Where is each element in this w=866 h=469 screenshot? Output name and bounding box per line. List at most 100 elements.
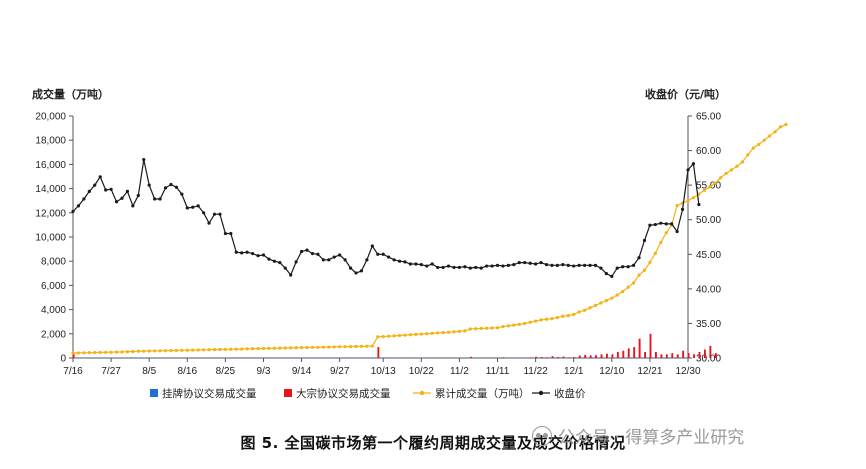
- cumulative-volume-point: [430, 331, 434, 335]
- cumulative-volume-point: [136, 349, 140, 353]
- cumulative-volume-point: [332, 345, 336, 349]
- block-trade-bar: [557, 357, 559, 358]
- cumulative-volume-point: [299, 346, 304, 350]
- closing-price-point: [648, 223, 652, 227]
- cumulative-volume-point: [577, 310, 581, 314]
- cumulative-volume-point: [387, 334, 391, 338]
- cumulative-volume-point: [376, 335, 380, 339]
- legend-item: 收盘价: [532, 387, 586, 400]
- x-tick-label: 8/5: [142, 366, 156, 377]
- listed-trade-bar: [495, 357, 498, 359]
- cumulative-volume-point: [114, 350, 119, 354]
- closing-price-point: [664, 222, 668, 226]
- cumulative-volume-point: [234, 347, 238, 351]
- closing-price-point: [261, 253, 266, 257]
- right-tick-label: 65.00: [696, 112, 721, 123]
- block-trade-bar: [671, 353, 674, 358]
- cumulative-volume-point: [191, 348, 195, 352]
- listed-trade-bar: [615, 357, 618, 359]
- listed-trade-bar: [528, 357, 531, 359]
- closing-price-point: [501, 264, 505, 268]
- closing-price-point: [408, 262, 413, 266]
- closing-price-point: [490, 264, 494, 268]
- listed-trade-bar: [387, 357, 390, 359]
- left-tick-label: 18,000: [35, 136, 66, 147]
- cumulative-volume-point: [642, 268, 647, 272]
- closing-price-point: [76, 204, 81, 208]
- legend-label: 挂牌协议交易成交量: [162, 387, 257, 400]
- listed-trade-bar: [153, 357, 155, 359]
- closing-price-point: [223, 231, 227, 236]
- cumulative-volume-point: [403, 333, 407, 337]
- cumulative-volume-point: [593, 303, 598, 307]
- listed-trade-bar: [544, 357, 547, 359]
- closing-price-point: [479, 266, 483, 270]
- legend-label: 累计成交量（万吨）: [435, 387, 530, 400]
- listed-trade-bar: [550, 357, 553, 359]
- x-tick-label: 9/27: [330, 366, 350, 377]
- closing-price-point: [240, 251, 244, 255]
- listed-trade-bar: [686, 357, 689, 359]
- left-tick-label: 6,000: [41, 281, 66, 292]
- cumulative-volume-point: [550, 317, 554, 321]
- right-tick-label: 50.00: [696, 215, 721, 226]
- closing-price-point: [610, 274, 614, 279]
- listed-trade-bar: [397, 357, 400, 359]
- legend-swatch: [150, 389, 158, 397]
- block-trade-bar: [709, 345, 712, 358]
- block-trade-bar: [540, 357, 543, 358]
- left-tick-label: 8,000: [41, 257, 66, 268]
- x-tick-label: 12/1: [564, 366, 584, 377]
- left-tick-label: 10,000: [35, 233, 66, 244]
- legend-swatch-marker: [538, 390, 544, 396]
- closing-price-point: [125, 189, 130, 193]
- closing-price-point: [419, 263, 423, 267]
- left-tick-label: 4,000: [41, 305, 66, 316]
- cumulative-volume-point: [708, 185, 712, 189]
- listed-trade-bar: [104, 357, 107, 359]
- cumulative-volume-point: [719, 176, 723, 180]
- listed-trade-bar: [653, 357, 656, 359]
- cumulative-volume-point: [229, 347, 233, 351]
- listed-trade-bar: [408, 357, 411, 359]
- closing-price-point: [93, 183, 97, 187]
- listed-trade-bar: [370, 357, 373, 359]
- right-tick-label: 35.00: [696, 319, 721, 330]
- cumulative-volume-point: [637, 273, 641, 277]
- cumulative-volume-point: [463, 329, 467, 333]
- legend-item: 挂牌协议交易成交量: [150, 387, 257, 400]
- cumulative-volume-point: [506, 324, 510, 328]
- listed-trade-bar: [501, 357, 504, 359]
- cumulative-volume-point: [305, 345, 309, 350]
- cumulative-volume-point: [104, 350, 108, 354]
- listed-trade-bar: [354, 357, 357, 359]
- legend-label: 收盘价: [554, 387, 586, 400]
- cumulative-volume-point: [528, 320, 532, 324]
- x-tick-label: 9/14: [292, 366, 312, 377]
- cumulative-volume-point: [425, 332, 429, 336]
- listed-trade-bar: [267, 357, 270, 359]
- cumulative-volume-point: [702, 188, 706, 193]
- right-tick-label: 60.00: [696, 146, 721, 157]
- cumulative-volume-point: [153, 349, 157, 353]
- listed-trade-bar: [441, 357, 444, 359]
- closing-price-point: [517, 260, 521, 265]
- closing-price-point: [588, 263, 592, 267]
- cumulative-volume-point: [441, 330, 445, 335]
- closing-price-point: [305, 248, 309, 252]
- closing-price-point: [245, 250, 249, 254]
- cumulative-volume-point: [555, 315, 559, 320]
- block-trade-bar: [644, 351, 647, 358]
- listed-trade-bar: [120, 357, 123, 359]
- listed-trade-bar: [637, 357, 640, 359]
- closing-price-point: [528, 261, 532, 265]
- closing-price-point: [180, 192, 184, 196]
- cumulative-volume-point: [408, 333, 413, 337]
- cumulative-volume-point: [348, 344, 353, 349]
- x-tick-label: 11/22: [523, 366, 548, 377]
- closing-price-point: [452, 265, 456, 270]
- listed-trade-bar: [245, 357, 248, 359]
- cumulative-volume-point: [566, 314, 570, 318]
- block-trade-bar: [654, 351, 657, 358]
- cumulative-volume-point: [713, 181, 717, 185]
